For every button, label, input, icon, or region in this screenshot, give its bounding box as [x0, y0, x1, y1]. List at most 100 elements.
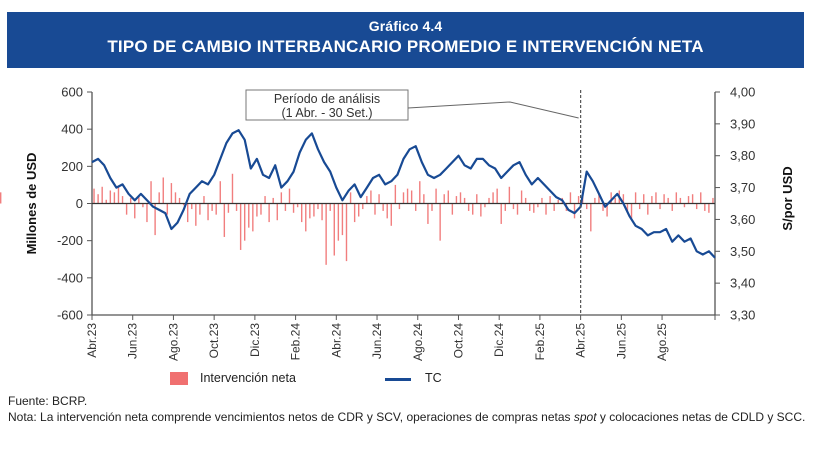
right-axis-tick-label: 3,30 — [730, 308, 755, 323]
intervention-bar — [586, 203, 588, 210]
x-axis-tick-label: Abr.24 — [329, 323, 343, 358]
intervention-bar — [638, 203, 641, 210]
intervention-bar — [406, 188, 409, 204]
intervention-bar — [647, 203, 649, 215]
intervention-bar — [614, 197, 616, 204]
legend-line-swatch — [385, 378, 411, 381]
intervention-bar — [252, 203, 254, 232]
intervention-bar — [219, 181, 221, 204]
intervention-bar — [166, 203, 169, 215]
intervention-bar — [239, 203, 242, 250]
intervention-bar — [630, 203, 633, 219]
intervention-bar — [186, 203, 189, 223]
note-suffix: y colocaciones netas de CDLD y SCC. — [596, 410, 806, 424]
annotation-line1: Período de análisis — [274, 92, 380, 106]
intervention-bar — [231, 173, 234, 204]
intervention-bar — [622, 194, 625, 204]
intervention-bar — [655, 192, 657, 204]
intervention-bar — [423, 194, 425, 204]
intervention-bar — [651, 196, 653, 204]
right-axis-tick-label: 3,50 — [730, 244, 755, 259]
right-axis: 4,00 3,90 3,80 3,70 3,60 3,50 3,40 3,30 — [714, 85, 755, 323]
intervention-bar — [573, 203, 576, 219]
intervention-bar — [496, 188, 498, 204]
x-axis-tick-label: Oct.24 — [451, 323, 465, 359]
intervention-bar — [643, 194, 645, 204]
legend: Intervención neta TC — [0, 370, 818, 388]
intervention-bar — [476, 194, 478, 204]
intervention-bar — [170, 183, 173, 204]
intervention-bar — [553, 203, 555, 211]
intervention-bar — [296, 203, 299, 208]
intervention-bar — [704, 203, 706, 211]
intervention-bar — [276, 203, 278, 221]
left-axis-tick-label: 400 — [61, 122, 83, 137]
intervention-bar — [610, 192, 612, 204]
intervention-bar — [113, 192, 116, 204]
chart-title: TIPO DE CAMBIO INTERBANCARIO PROMEDIO E … — [107, 37, 704, 56]
intervention-bar — [260, 203, 262, 215]
x-axis-tick-label: Feb.24 — [289, 323, 303, 361]
intervention-bar — [203, 196, 205, 204]
x-axis-tick-label: Jun.25 — [614, 323, 628, 359]
intervention-bar — [162, 177, 164, 204]
x-axis: Abr.23 Jun.23 Ago.23 Oct.23 Dic.23 Feb.24 Abr.… — [85, 310, 716, 361]
intervention-bar — [337, 203, 340, 241]
intervention-bar — [292, 203, 295, 213]
intervention-bar — [121, 196, 124, 204]
intervention-bar — [398, 203, 401, 210]
intervention-bar — [679, 197, 682, 204]
intervention-bar — [386, 203, 388, 219]
intervention-bar — [516, 203, 519, 215]
intervention-bar — [317, 203, 319, 210]
intervention-bar — [243, 203, 246, 241]
legend-bars-swatch — [170, 372, 188, 385]
intervention-bar — [341, 203, 344, 236]
intervention-bar — [227, 203, 230, 213]
intervention-bar — [488, 197, 490, 204]
right-axis-tick-label: 4,00 — [730, 85, 755, 100]
left-axis-tick-label: 600 — [61, 85, 83, 100]
left-axis-tick-label: -200 — [57, 233, 83, 248]
intervention-bar — [606, 203, 608, 217]
intervention-bar — [301, 203, 303, 223]
x-axis-tick-label: Ago.24 — [411, 323, 425, 361]
intervention-bar — [272, 197, 274, 204]
left-axis-tick-label: -600 — [57, 308, 83, 323]
intervention-bar — [455, 196, 458, 204]
y-axis-title-right: S/por USD — [780, 166, 795, 230]
intervention-bar — [207, 203, 209, 221]
intervention-bar — [390, 203, 392, 226]
intervention-bar — [158, 192, 160, 204]
intervention-bar — [557, 199, 559, 204]
left-axis-tick-label: -400 — [57, 270, 83, 285]
intervention-bar — [109, 190, 112, 204]
intervention-bar — [484, 203, 486, 208]
annotation-line2: (1 Abr. - 30 Set.) — [281, 106, 372, 120]
right-axis-tick-label: 3,90 — [730, 116, 755, 131]
intervention-bar — [134, 203, 136, 219]
x-axis-tick-label: Abr.25 — [574, 323, 588, 358]
intervention-bar — [508, 186, 511, 204]
intervention-bar — [345, 203, 348, 262]
x-axis-tick-label: Dic.23 — [248, 323, 262, 357]
intervention-bar — [402, 192, 405, 204]
intervention-bar — [695, 203, 698, 210]
left-axis-tick-label: 0 — [76, 196, 83, 211]
intervention-bar — [577, 196, 580, 204]
intervention-bar — [512, 203, 515, 210]
legend-bars-label: Intervención neta — [200, 371, 296, 385]
intervention-bar — [382, 203, 384, 211]
intervention-bar — [504, 203, 506, 211]
intervention-bar — [533, 203, 535, 213]
intervention-bar — [459, 192, 462, 204]
intervention-bar — [480, 203, 482, 217]
intervention-bar — [362, 203, 364, 210]
intervention-bar — [549, 196, 551, 204]
intervention-bar — [329, 203, 331, 211]
intervention-bar — [419, 181, 421, 204]
intervention-bar — [667, 197, 669, 204]
intervention-bar — [529, 203, 531, 211]
intervention-bar — [675, 192, 678, 204]
intervention-bar — [0, 192, 2, 204]
